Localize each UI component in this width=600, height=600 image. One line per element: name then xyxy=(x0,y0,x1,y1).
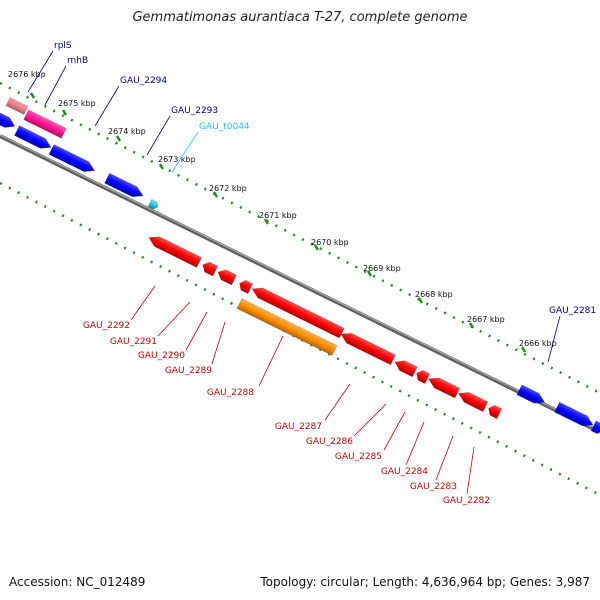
major-tick xyxy=(520,346,527,353)
gene-label-gau_2293: GAU_2293 xyxy=(171,106,218,116)
tick-label: 2668 kbp xyxy=(415,290,453,299)
major-tick xyxy=(158,163,165,170)
label-leader-line xyxy=(324,383,351,421)
gene-label-rpls: rplS xyxy=(54,41,72,51)
cds-reverse-feature xyxy=(202,261,219,277)
label-leader-line xyxy=(211,321,226,365)
gene-label-gau_2291: GAU_2291 xyxy=(110,337,157,347)
cds-forward-feature xyxy=(104,172,144,198)
cds-reverse-feature xyxy=(251,287,345,339)
gene-label-rnhb: rnhB xyxy=(67,56,88,66)
cds-reverse-feature xyxy=(394,360,418,378)
label-leader-line xyxy=(94,85,120,127)
cds-forward-feature xyxy=(14,125,52,149)
gene-label-gau_2283: GAU_2283 xyxy=(410,482,457,492)
gene-label-gau_2290: GAU_2290 xyxy=(138,351,185,361)
tick-label: 2676 kbp xyxy=(8,70,46,79)
genome-title: Gemmatimonas aurantiaca T-27, complete g… xyxy=(132,10,468,25)
tick-label: 2671 kbp xyxy=(259,211,297,220)
genome-stats-text: Topology: circular; Length: 4,636,964 bp… xyxy=(260,575,590,589)
cds-forward-feature xyxy=(0,110,16,128)
label-leader-line xyxy=(466,446,475,495)
cds-reverse-feature xyxy=(488,404,503,419)
tick-label: 2672 kbp xyxy=(209,184,247,193)
cds-reverse-feature xyxy=(148,236,202,268)
gene-labels: rplS rnhB GAU_2294 GAU_2293 GAU_t0044 GAU_228… xyxy=(27,41,596,506)
label-leader-line xyxy=(185,311,208,351)
gene-label-gau_2286: GAU_2286 xyxy=(306,437,353,447)
cds-reverse-feature xyxy=(217,269,237,286)
label-leader-line xyxy=(157,301,191,337)
cds-reverse-feature xyxy=(428,377,461,399)
label-leader-line xyxy=(171,131,199,173)
major-tick xyxy=(115,135,122,142)
label-leader-line xyxy=(383,411,406,451)
cds-forward-feature xyxy=(48,144,96,172)
label-leader-line xyxy=(27,50,54,93)
tick-marks: 2676 kbp 2675 kbp 2674 kbp 2673 kbp 2672 kbp… xyxy=(8,70,557,353)
gene-label-gau_2284: GAU_2284 xyxy=(381,467,428,477)
label-leader-line xyxy=(130,285,156,321)
genome-backbone xyxy=(0,134,600,434)
tick-label: 2673 kbp xyxy=(158,155,196,164)
cds-reverse-feature xyxy=(416,369,431,384)
cds-reverse-feature xyxy=(340,332,396,366)
genome-backbone-highlight xyxy=(0,134,600,432)
label-leader-line xyxy=(146,115,171,156)
gene-label-gau_2288: GAU_2288 xyxy=(207,388,254,398)
gene-label-gau_2292: GAU_2292 xyxy=(83,321,130,331)
gene-label-gau_2285: GAU_2285 xyxy=(335,452,382,462)
cds-reverse-feature xyxy=(239,279,254,294)
label-leader-line xyxy=(353,403,387,437)
gene-label-gau_2281: GAU_2281 xyxy=(549,306,596,316)
accession-text: Accession: NC_012489 xyxy=(9,575,146,589)
rrna-feature xyxy=(5,97,29,115)
gene-label-gau_t0044: GAU_t0044 xyxy=(199,122,250,132)
major-tick xyxy=(61,109,68,116)
label-leader-line xyxy=(258,335,284,387)
tick-label: 2674 kbp xyxy=(108,127,146,136)
rrna-feature xyxy=(23,109,67,139)
trna-feature xyxy=(147,199,159,210)
major-tick xyxy=(263,218,270,225)
label-leader-line xyxy=(547,315,561,363)
gene-label-gau_2282: GAU_2282 xyxy=(443,496,490,506)
gene-label-gau_2289: GAU_2289 xyxy=(165,366,212,376)
label-leader-line xyxy=(44,65,67,106)
label-leader-line xyxy=(405,421,425,466)
tick-label: 2669 kbp xyxy=(363,264,401,273)
cds-forward-feature xyxy=(516,384,546,404)
major-tick xyxy=(417,297,424,304)
tick-label: 2670 kbp xyxy=(311,238,349,247)
label-leader-line xyxy=(435,435,454,481)
cds-forward-feature xyxy=(554,401,594,427)
major-tick xyxy=(366,270,373,277)
gene-label-gau_2294: GAU_2294 xyxy=(120,76,167,86)
tick-label: 2666 kbp xyxy=(519,339,557,348)
tick-label: 2667 kbp xyxy=(467,315,505,324)
major-tick xyxy=(212,191,219,198)
outer-tick-ring xyxy=(0,81,600,395)
major-tick xyxy=(313,244,320,251)
cds-reverse-feature xyxy=(458,392,489,412)
misc-feature xyxy=(236,298,338,356)
major-tick xyxy=(468,322,475,329)
major-tick xyxy=(29,92,36,99)
gene-features xyxy=(0,97,600,434)
gene-label-gau_2287: GAU_2287 xyxy=(275,422,322,432)
tick-label: 2675 kbp xyxy=(58,99,96,108)
